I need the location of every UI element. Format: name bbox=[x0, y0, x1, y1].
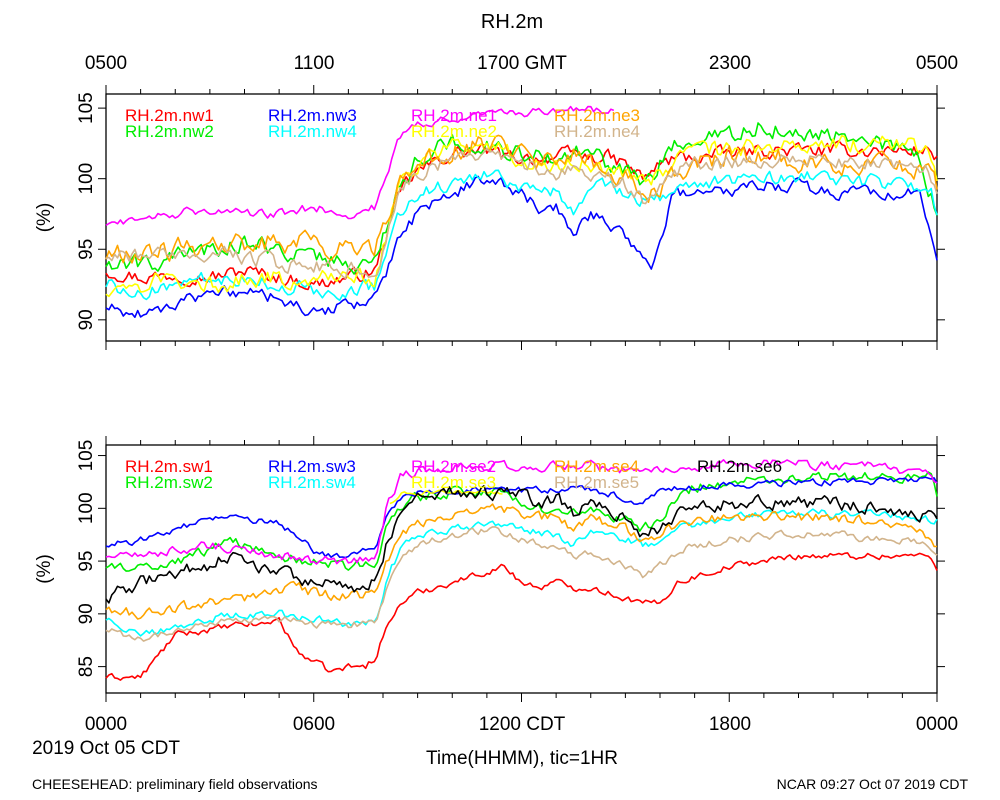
series-line-RH-2m-ne1 bbox=[105, 105, 615, 226]
legend-entry: RH.2m.se2 bbox=[411, 457, 496, 476]
legend-entry: RH.2m.nw3 bbox=[268, 106, 357, 125]
legend-entry: RH.2m.sw2 bbox=[125, 473, 213, 492]
legend-entry: RH.2m.nw2 bbox=[125, 122, 214, 141]
legend-entry: RH.2m.se4 bbox=[554, 457, 639, 476]
series-line-RH-2m-nw1 bbox=[105, 140, 938, 291]
y-axis-label: (%) bbox=[34, 203, 55, 233]
legend-entry: RH.2m.ne3 bbox=[554, 106, 640, 125]
series-line-RH-2m-sw3 bbox=[105, 476, 938, 559]
series-line-RH-2m-se2 bbox=[105, 459, 938, 565]
series-line-RH-2m-nw4 bbox=[105, 169, 938, 302]
bottom-axis-tick-label: 0000 bbox=[916, 714, 958, 735]
legend-entry: RH.2m.se5 bbox=[554, 473, 639, 492]
top-axis-tick-label: 0500 bbox=[85, 53, 127, 74]
y-axis-label: (%) bbox=[34, 554, 55, 584]
series-line-RH-2m-sw4 bbox=[105, 508, 938, 637]
legend-entry: RH.2m.sw4 bbox=[268, 473, 356, 492]
top-axis-tick-label: 1700 GMT bbox=[477, 53, 567, 74]
legend-entry: RH.2m.se3 bbox=[411, 473, 496, 492]
bottom-axis-tick-label: 0000 bbox=[85, 714, 127, 735]
date-label: 2019 Oct 05 CDT bbox=[32, 738, 180, 759]
legend-entry: RH.2m.ne1 bbox=[411, 106, 497, 125]
top-axis-tick-label: 2300 bbox=[709, 53, 751, 74]
footer-right: NCAR 09:27 Oct 07 2019 CDT bbox=[777, 776, 969, 792]
y-tick-label: 90 bbox=[76, 603, 97, 624]
y-tick-label: 95 bbox=[76, 551, 97, 572]
y-tick-label: 95 bbox=[76, 239, 97, 260]
y-tick-label: 85 bbox=[76, 656, 97, 677]
legend-entry: RH.2m.sw3 bbox=[268, 457, 356, 476]
legend-entry: RH.2m.sw1 bbox=[125, 457, 213, 476]
series-line-RH-2m-se4 bbox=[105, 503, 938, 620]
legend-entry: RH.2m.nw1 bbox=[125, 106, 214, 125]
legend-entry: RH.2m.ne2 bbox=[411, 122, 497, 141]
series-line-RH-2m-se6 bbox=[105, 485, 938, 604]
series-line-RH-2m-ne4 bbox=[105, 147, 938, 280]
y-tick-label: 105 bbox=[76, 92, 97, 124]
series-line-RH-2m-se5 bbox=[105, 526, 938, 642]
series-line-RH-2m-ne3 bbox=[105, 134, 938, 264]
series-line-RH-2m-nw2 bbox=[105, 122, 938, 275]
top-axis-tick-label: 1100 bbox=[294, 53, 335, 74]
bottom-axis-tick-label: 1800 bbox=[709, 714, 751, 735]
series-line-RH-2m-ne2 bbox=[105, 134, 938, 298]
y-tick-label: 100 bbox=[76, 163, 97, 195]
legend-entry: RH.2m.se6 bbox=[697, 457, 782, 476]
plot-frame bbox=[105, 444, 938, 694]
bottom-axis-tick-label: 0600 bbox=[293, 714, 335, 735]
y-tick-label: 100 bbox=[76, 492, 97, 524]
y-tick-label: 105 bbox=[76, 440, 97, 472]
y-tick-label: 90 bbox=[76, 309, 97, 330]
plot-frame bbox=[105, 93, 938, 342]
footer-left: CHEESEHEAD: preliminary field observatio… bbox=[32, 776, 318, 792]
bottom-axis-tick-label: 1200 CDT bbox=[479, 714, 566, 735]
top-axis-tick-label: 0500 bbox=[916, 53, 958, 74]
series-line-RH-2m-nw3 bbox=[105, 175, 938, 318]
x-axis-label: Time(HHMM), tic=1HR bbox=[426, 748, 618, 769]
legend-entry: RH.2m.nw4 bbox=[268, 122, 357, 141]
series-line-RH-2m-sw1 bbox=[105, 552, 938, 681]
figure-title: RH.2m bbox=[481, 11, 543, 33]
legend-entry: RH.2m.ne4 bbox=[554, 122, 640, 141]
series-line-RH-2m-sw2 bbox=[105, 471, 938, 572]
